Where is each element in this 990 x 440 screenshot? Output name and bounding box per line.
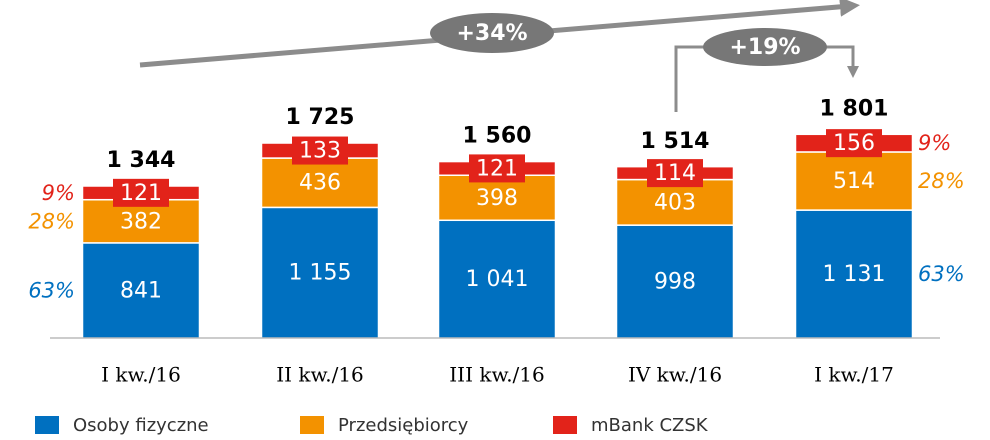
legend-swatch [300,416,324,434]
value-label: 382 [120,209,162,234]
value-label: 841 [120,278,162,303]
value-label: 514 [833,169,875,194]
value-label: 398 [476,186,518,211]
value-label: 121 [476,156,518,181]
bar-segment [260,206,380,339]
share-label: 9% [42,181,75,205]
value-label: 121 [120,181,162,206]
total-label: 1 725 [286,105,355,130]
growth-badge [703,28,827,66]
bar-segment [794,151,914,211]
label-box [826,129,882,158]
share-label: 9% [918,131,951,155]
value-label: 1 155 [289,261,352,286]
total-label: 1 801 [820,96,889,121]
legend-swatch [35,416,59,434]
label-box [113,178,169,207]
label-box [647,159,703,188]
growth-label: +19% [729,35,800,60]
bar-segment [437,174,557,222]
value-label: 403 [654,190,696,215]
value-label: 156 [833,131,875,156]
share-label: 63% [918,262,965,286]
bar-segment [615,224,735,339]
share-label: 28% [28,209,75,233]
growth-label: +34% [456,21,527,46]
total-label: 1 560 [463,124,532,149]
x-tick-label: II kw./16 [276,363,364,387]
x-tick-label: IV kw./16 [628,363,722,387]
value-label: 133 [299,139,341,164]
value-label: 436 [299,171,341,196]
legend-swatch [553,416,577,434]
x-tick-label: III kw./16 [449,363,544,387]
legend-label: Przedsiębiorcy [338,415,469,436]
total-label: 1 514 [641,129,710,154]
legend-label: mBank CZSK [591,415,709,436]
label-box [469,154,525,183]
label-box [292,136,348,165]
growth-badge [430,13,554,53]
value-label: 998 [654,270,696,295]
bar-segment [260,157,380,209]
value-label: 1 131 [823,262,886,287]
legend-label: Osoby fizyczne [73,415,209,436]
bar-segment [81,242,201,339]
share-label: 63% [28,278,75,302]
value-label: 1 041 [466,267,529,292]
value-label: 114 [654,161,696,186]
total-label: 1 344 [107,148,176,173]
share-label: 28% [918,169,965,193]
x-tick-label: I kw./17 [814,363,894,387]
x-tick-label: I kw./16 [101,363,181,387]
